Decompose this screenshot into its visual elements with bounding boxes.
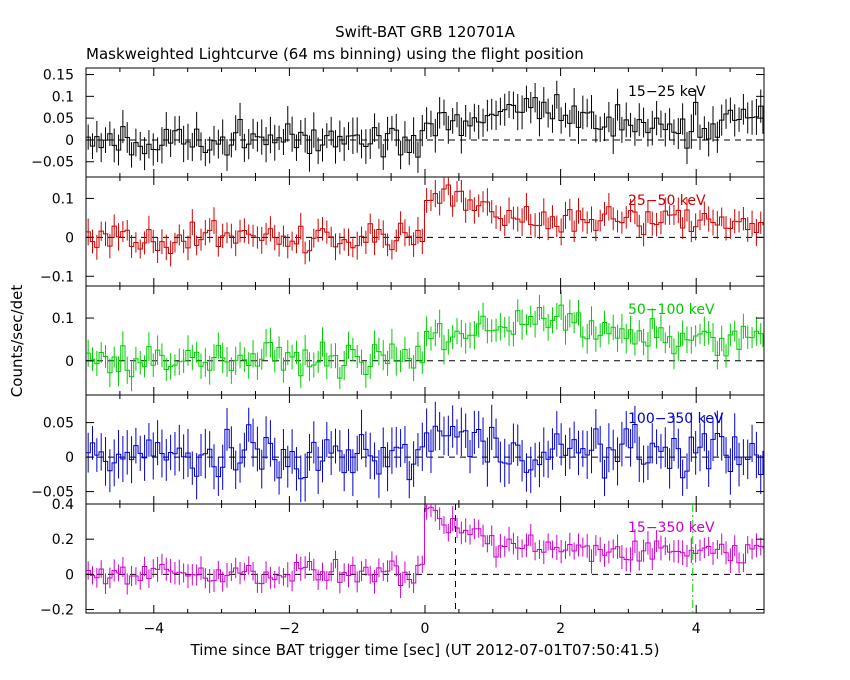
- y-tick-label: −0.05: [31, 155, 74, 171]
- y-tick-label: −0.05: [31, 485, 74, 501]
- y-tick-label: −0.1: [40, 269, 74, 285]
- y-tick-label: 0.05: [43, 111, 74, 127]
- chart-title: Swift-BAT GRB 120701A: [335, 23, 515, 41]
- panel-label: 15−350 keV: [628, 520, 715, 536]
- x-tick-label: 4: [692, 621, 701, 637]
- panel-3: 0 0.1 50−100 keV: [52, 285, 765, 396]
- panel-1: −0.05 0 0.05 0.1 0.15 15−25 keV: [31, 67, 765, 178]
- chart-subtitle: Maskweighted Lightcurve (64 ms binning) …: [86, 45, 584, 63]
- panel-label: 100−350 keV: [628, 411, 724, 427]
- series-line: [86, 184, 764, 255]
- panel-5: −0.2 0 0.2 0.4 15−350 keV: [40, 497, 765, 618]
- y-tick-label: 0.1: [52, 311, 74, 327]
- y-tick-label: 0.05: [43, 416, 74, 432]
- y-tick-label: −0.2: [40, 602, 74, 618]
- y-tick-label: 0.15: [43, 68, 74, 84]
- y-axis-label: Counts/sec/det: [8, 285, 26, 398]
- x-tick-label: −4: [143, 621, 164, 637]
- panel-4: −0.05 0 0.05 100−350 keV: [31, 394, 765, 505]
- y-tick-label: 0: [65, 230, 74, 246]
- x-tick-label: −2: [279, 621, 300, 637]
- y-tick-label: 0.2: [52, 532, 74, 548]
- panels-group: −0.05 0 0.05 0.1 0.15 15−25 keV −0.1 0 0.1 25−50 …: [31, 67, 765, 637]
- x-tick-label: 0: [421, 621, 430, 637]
- panel-2: −0.1 0 0.1 25−50 keV: [40, 176, 765, 287]
- series-line: [86, 94, 764, 158]
- panel-label: 25−50 keV: [628, 193, 706, 209]
- x-axis-label: Time since BAT trigger time [sec] (UT 20…: [190, 641, 660, 659]
- y-tick-label: 0: [65, 354, 74, 370]
- panel-label: 50−100 keV: [628, 302, 715, 318]
- panel-label: 15−25 keV: [628, 84, 706, 100]
- y-tick-label: 0.4: [52, 497, 74, 513]
- y-tick-label: 0: [65, 450, 74, 466]
- y-tick-label: 0: [65, 133, 74, 149]
- x-tick-label: 2: [556, 621, 565, 637]
- series-line: [86, 304, 764, 379]
- series-line: [86, 506, 764, 587]
- y-tick-label: 0.1: [52, 89, 74, 105]
- y-tick-label: 0.1: [52, 191, 74, 207]
- y-tick-label: 0: [65, 567, 74, 583]
- series-line: [86, 423, 764, 481]
